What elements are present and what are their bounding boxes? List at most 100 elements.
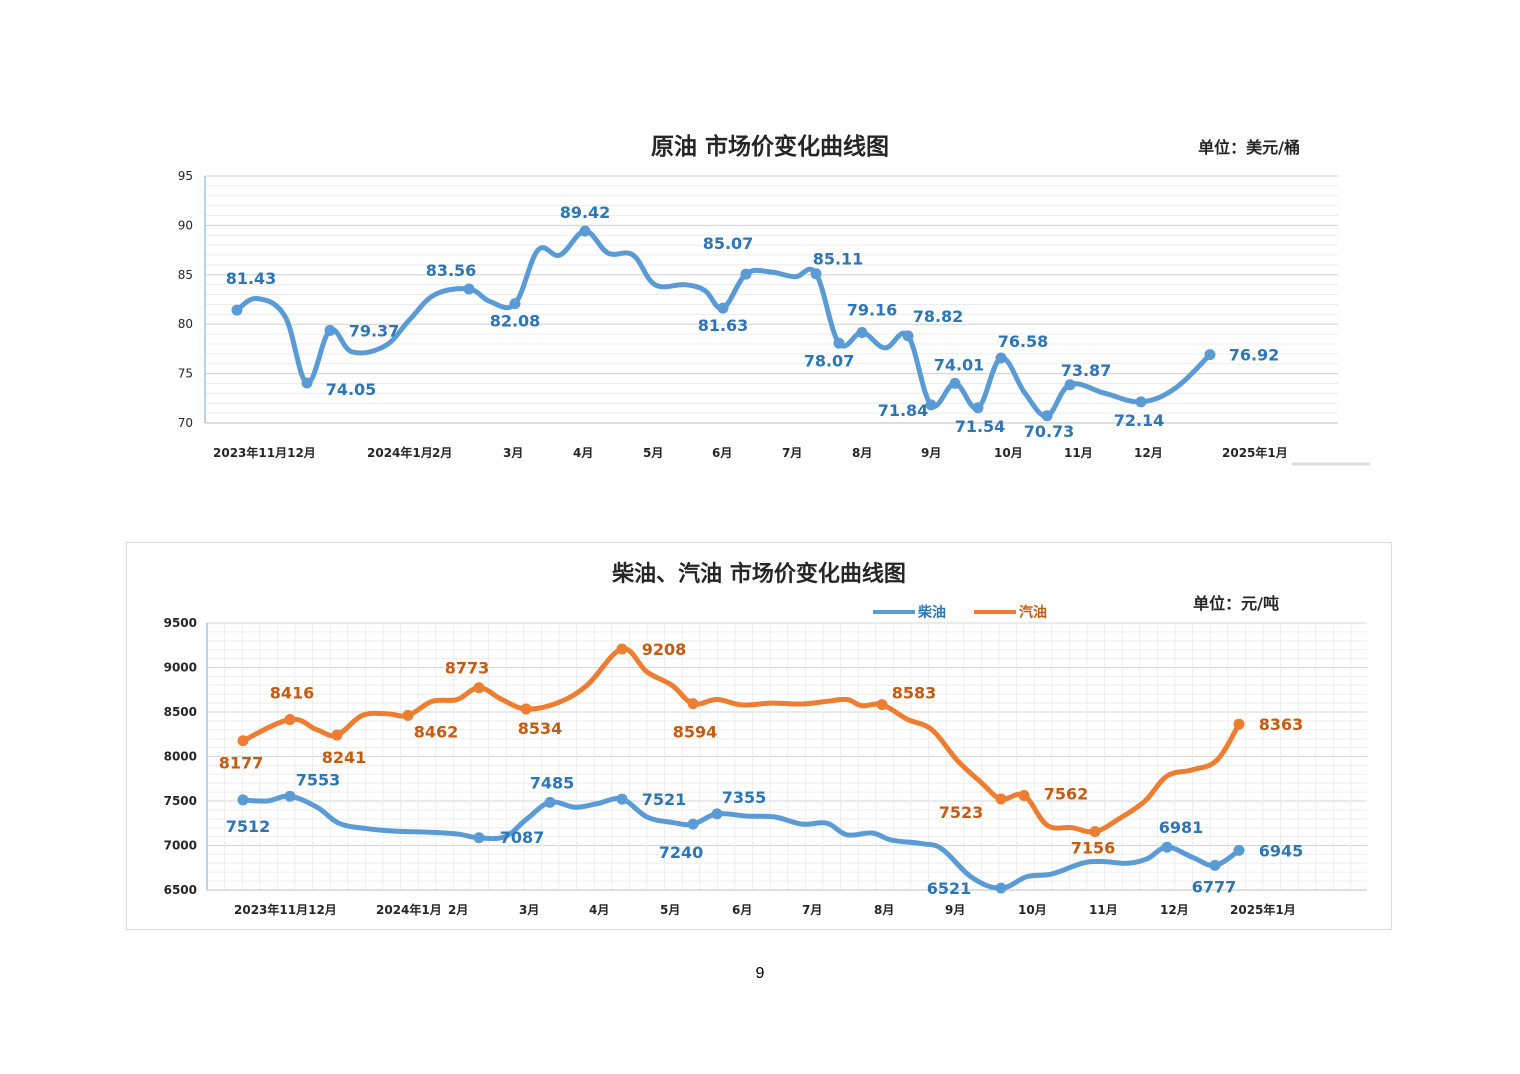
y-tick-label: 70 [178, 416, 193, 430]
data-label: 78.82 [913, 307, 964, 326]
data-label: 85.07 [703, 234, 754, 253]
x-tick-label: 2025年1月 [1222, 445, 1288, 460]
data-point [1233, 844, 1245, 856]
data-label: 8177 [219, 754, 264, 773]
data-point [810, 268, 822, 280]
data-point [402, 709, 414, 721]
x-tick-label: 6月 [732, 903, 752, 917]
data-label: 73.87 [1061, 361, 1112, 380]
x-tick-label: 4月 [589, 903, 609, 917]
data-point [995, 352, 1007, 364]
data-point [237, 735, 249, 747]
x-tick-label: 10月 [1018, 903, 1047, 917]
x-tick-label: 5月 [660, 903, 680, 917]
data-point [520, 703, 532, 715]
y-tick-label: 9000 [164, 661, 197, 675]
data-label: 79.16 [847, 300, 898, 319]
diesel-series-line [240, 793, 1242, 891]
data-label: 7523 [939, 803, 984, 822]
data-point [833, 337, 845, 349]
data-label: 76.92 [1229, 346, 1280, 365]
data-label: 7553 [296, 770, 341, 789]
data-label: 82.08 [490, 312, 541, 331]
y-tick-label: 75 [178, 367, 193, 381]
data-point [1018, 789, 1030, 801]
data-label: 6981 [1159, 818, 1204, 837]
data-label: 85.11 [813, 250, 864, 269]
x-tick-label: 2023年11月12月 [213, 445, 316, 460]
data-label: 72.14 [1114, 411, 1165, 430]
data-label: 70.73 [1024, 422, 1075, 441]
data-label: 71.84 [878, 401, 929, 420]
data-point [1135, 396, 1147, 408]
crude-oil-series-line [234, 228, 1213, 419]
data-point [324, 324, 336, 336]
data-point [1041, 410, 1053, 422]
x-tick-label: 10月 [994, 446, 1023, 460]
diesel-gasoline-chart: 柴油、汽油 市场价变化曲线图 单位：元/吨 柴油 汽油 6500 7000 7500 8000… [126, 542, 1392, 930]
data-label: 78.07 [804, 351, 855, 370]
data-point [1233, 718, 1245, 730]
data-point [616, 793, 628, 805]
x-tick-label: 9月 [945, 903, 965, 917]
data-point [331, 729, 343, 741]
data-point [711, 808, 723, 820]
data-label: 83.56 [426, 261, 477, 280]
data-label: 7087 [500, 828, 545, 847]
data-point [995, 882, 1007, 894]
data-label: 7355 [722, 788, 767, 807]
data-label: 8462 [414, 722, 459, 741]
data-point [509, 298, 521, 310]
data-point [1089, 826, 1101, 838]
data-point [925, 399, 937, 411]
data-point [463, 283, 475, 295]
data-point [876, 699, 888, 711]
data-label: 9208 [642, 640, 687, 659]
y-tick-label: 8500 [164, 705, 197, 719]
data-label: 8583 [892, 684, 937, 703]
data-point [473, 682, 485, 694]
unit-label: 单位：元/吨 [1193, 594, 1279, 613]
data-label: 7512 [226, 817, 271, 836]
data-point [972, 402, 984, 414]
y-tick-label: 7000 [164, 839, 197, 853]
data-label: 6521 [927, 879, 972, 898]
data-label: 8773 [445, 659, 490, 678]
x-tick-label: 7月 [802, 903, 822, 917]
unit-label: 单位：美元/桶 [1198, 138, 1300, 157]
x-tick-label: 2025年1月 [1230, 902, 1296, 917]
x-tick-label: 12月 [1134, 446, 1163, 460]
data-point [237, 794, 249, 806]
data-label: 74.01 [934, 355, 985, 374]
crude-oil-chart-svg: 原油 市场价变化曲线图 单位：美元/桶 70 75 80 85 90 95 2023年11月12… [178, 133, 1370, 466]
data-label: 8534 [518, 719, 563, 738]
x-tick-label: 8月 [874, 903, 894, 917]
data-point [902, 330, 914, 342]
data-point [856, 326, 868, 338]
data-point [301, 377, 313, 389]
data-point [544, 796, 556, 808]
data-label: 8416 [270, 683, 315, 702]
x-tick-label: 5月 [643, 446, 663, 460]
data-label: 6945 [1259, 841, 1304, 860]
data-point [579, 225, 591, 237]
x-tick-label: 2023年11月12月 [234, 902, 337, 917]
gasoline-series-line [240, 646, 1242, 835]
x-tick-label: 12月 [1160, 903, 1189, 917]
data-label: 6777 [1192, 877, 1237, 896]
data-point [616, 643, 628, 655]
x-tick-label: 3月 [519, 903, 539, 917]
data-label: 81.63 [698, 316, 749, 335]
data-point [231, 304, 243, 316]
x-tick-label: 2月 [432, 446, 452, 460]
data-point [687, 818, 699, 830]
x-tick-label: 9月 [921, 446, 941, 460]
data-point [949, 377, 961, 389]
data-label: 7562 [1044, 784, 1089, 803]
y-tick-label: 6500 [164, 883, 197, 897]
x-tick-label: 7月 [782, 446, 802, 460]
data-label: 7156 [1071, 839, 1116, 858]
data-label: 79.37 [349, 321, 400, 340]
data-label: 8363 [1259, 715, 1304, 734]
